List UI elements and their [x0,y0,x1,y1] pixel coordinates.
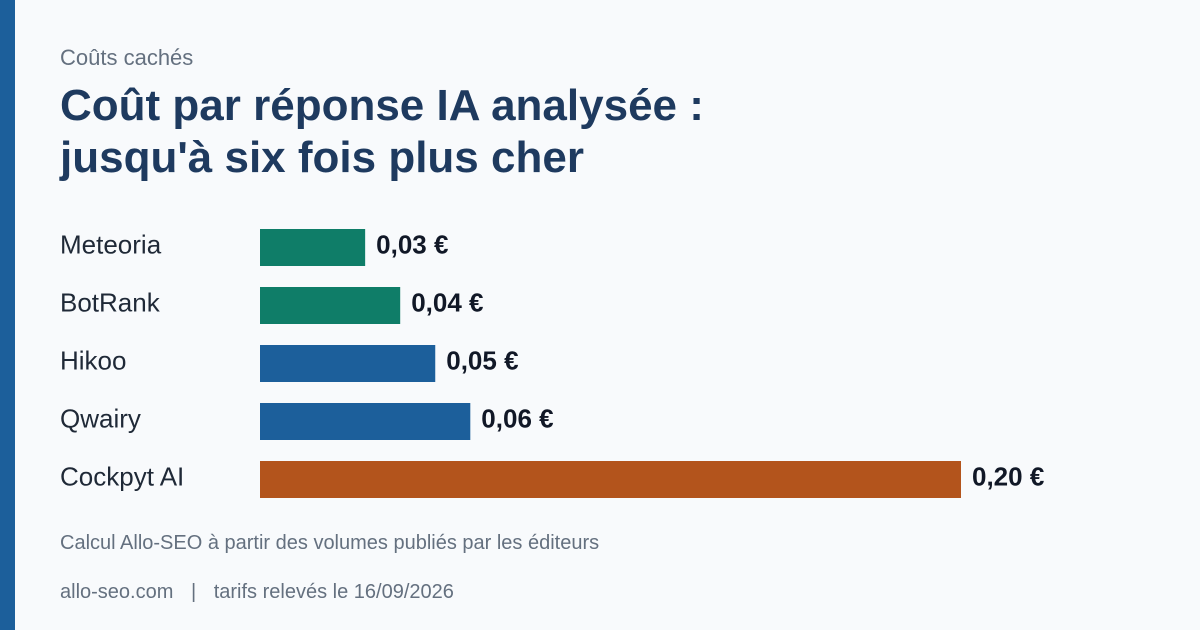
value-label: 0,03 € [376,229,448,259]
bar [260,461,961,498]
category-label: Hikoo [60,345,126,375]
source-note: Calcul Allo-SEO à partir des volumes pub… [60,532,600,554]
footer-date-note: tarifs relevés le 16/09/2026 [213,581,454,603]
footer-site: allo-seo.com [60,581,174,603]
accent-bar [0,0,15,630]
value-label: 0,20 € [972,461,1044,491]
footer-separator: | [190,581,197,603]
bar [260,345,436,382]
eyebrow-label: Coûts cachés [60,45,194,70]
value-label: 0,05 € [446,345,518,375]
category-label: Cockpyt AI [60,461,184,491]
bar [260,287,401,324]
category-label: Qwairy [60,403,141,433]
title-line-1: Coût par réponse IA analysée : [60,81,704,130]
bar [260,403,471,440]
value-label: 0,04 € [411,287,483,317]
bar [260,229,366,266]
title-line-2: jusqu'à six fois plus cher [60,133,584,182]
category-label: Meteoria [60,229,162,259]
footer: allo-seo.com | tarifs relevés le 16/09/2… [60,579,454,605]
value-label: 0,06 € [481,403,553,433]
chart-title: Coût par réponse IA analysée : jusqu'à s… [60,80,704,184]
category-label: BotRank [60,287,161,317]
